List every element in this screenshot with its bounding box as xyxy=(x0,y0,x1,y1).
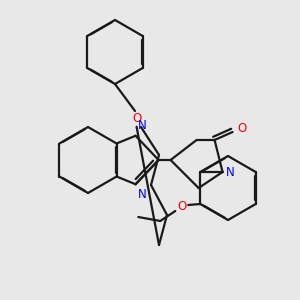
Text: O: O xyxy=(132,112,142,124)
Text: N: N xyxy=(138,119,146,132)
Text: O: O xyxy=(238,122,247,134)
Text: N: N xyxy=(226,166,234,178)
Text: N: N xyxy=(138,188,146,201)
Text: O: O xyxy=(178,200,187,214)
